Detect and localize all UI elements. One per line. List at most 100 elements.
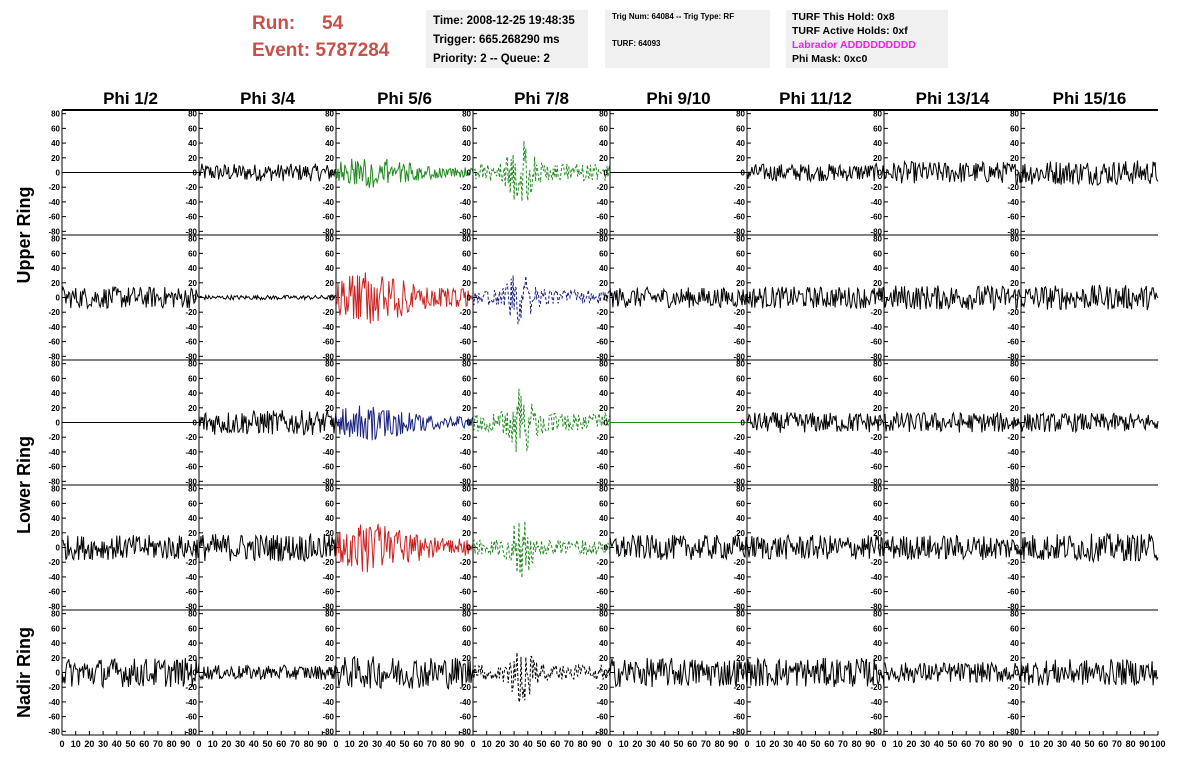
y-tick-label: -20 [870,683,882,692]
waveform-trace [61,535,200,561]
y-tick-label: 80 [188,360,197,369]
x-tick-label: 30 [98,739,108,749]
x-tick-label: 70 [838,739,848,749]
waveform-trace [1020,160,1159,186]
y-tick-label: 80 [188,485,197,494]
y-tick-label: -20 [322,683,334,692]
y-tick-label: -80 [1007,727,1019,736]
y-tick-label: -60 [1007,463,1019,472]
y-tick-label: -80 [1007,477,1019,486]
y-tick-label: 80 [873,485,882,494]
y-tick-label: 60 [873,249,882,258]
y-tick-label: 40 [599,389,608,398]
x-tick-label: 20 [632,739,642,749]
y-tick-label: 60 [188,249,197,258]
y-tick-label: 20 [736,654,745,663]
y-tick-label: -20 [1007,183,1019,192]
y-tick-label: 0 [878,544,883,553]
y-tick-label: -40 [459,448,471,457]
y-tick-label: -60 [459,713,471,722]
y-tick-label: -40 [733,198,745,207]
y-tick-label: -20 [48,558,60,567]
x-tick-label: 70 [427,739,437,749]
x-tick-label: 10 [482,739,492,749]
y-tick-label: 80 [462,485,471,494]
waveform-trace [746,411,885,433]
waveform-trace [61,285,200,310]
y-tick-label: 40 [736,264,745,273]
y-tick-label: 40 [188,139,197,148]
y-tick-label: 0 [193,669,198,678]
y-tick-label: -40 [1007,323,1019,332]
y-tick-label: -40 [459,198,471,207]
y-tick-label: -80 [48,227,60,236]
column-header: Phi 3/4 [240,89,295,108]
y-tick-label: -60 [870,338,882,347]
x-tick-label: 40 [523,739,533,749]
x-tick-label: 90 [1139,739,1149,749]
x-tick-label: 90 [728,739,738,749]
waveform-trace [472,521,611,578]
y-tick-label: -40 [48,698,60,707]
y-tick-label: 40 [325,389,334,398]
waveform-trace [883,534,1022,561]
ring-label: Upper Ring [14,187,34,284]
y-tick-label: -60 [733,588,745,597]
x-tick-label: 40 [660,739,670,749]
y-tick-label: 20 [462,654,471,663]
y-tick-label: 60 [325,374,334,383]
x-tick-label: 90 [317,739,327,749]
y-tick-label: -80 [459,602,471,611]
y-tick-label: -80 [48,602,60,611]
y-tick-label: 20 [873,154,882,163]
x-tick-label: 40 [112,739,122,749]
y-tick-label: -20 [48,433,60,442]
x-tick-label: 60 [961,739,971,749]
y-tick-label: 20 [325,279,334,288]
y-tick-label: -20 [733,433,745,442]
waveform-trace [883,159,1022,185]
y-tick-label: -40 [1007,198,1019,207]
y-tick-label: -80 [870,227,882,236]
waveform-trace [198,163,337,182]
y-tick-label: -80 [733,352,745,361]
y-tick-label: 60 [51,374,60,383]
y-tick-label: 0 [193,544,198,553]
y-tick-label: -20 [870,558,882,567]
x-tick-label: 50 [947,739,957,749]
y-tick-label: 60 [51,499,60,508]
y-tick-label: 60 [1010,374,1019,383]
y-tick-label: 80 [51,110,60,119]
y-tick-label: 60 [873,499,882,508]
y-tick-label: -80 [596,227,608,236]
y-tick-label: 80 [873,235,882,244]
y-tick-label: -20 [322,183,334,192]
y-tick-label: 60 [736,499,745,508]
y-tick-label: 40 [873,139,882,148]
y-tick-label: 20 [325,154,334,163]
x-tick-label: 90 [1002,739,1012,749]
y-tick-label: -80 [185,727,197,736]
trig-num-text: Trig Num: 64084 -- Trig Type: RF [612,12,735,21]
y-tick-label: 0 [467,419,472,428]
x-tick-label: 20 [495,739,505,749]
y-tick-label: -20 [1007,433,1019,442]
x-tick-label: 40 [1071,739,1081,749]
y-tick-label: -60 [459,463,471,472]
y-tick-label: -60 [596,463,608,472]
x-tick-label: 50 [1084,739,1094,749]
y-tick-label: 20 [188,654,197,663]
y-tick-label: 20 [599,154,608,163]
y-tick-label: -40 [185,323,197,332]
y-tick-label: 80 [736,235,745,244]
waveform-trace [472,652,611,703]
y-tick-label: -80 [48,727,60,736]
run-value: 54 [322,13,344,34]
y-tick-label: -40 [733,448,745,457]
y-tick-label: 20 [188,529,197,538]
y-tick-label: -40 [1007,573,1019,582]
y-tick-label: -80 [870,352,882,361]
turf-this-hold-text: TURF This Hold: 0x8 [792,11,895,23]
y-tick-label: 80 [325,610,334,619]
y-tick-label: -80 [48,352,60,361]
